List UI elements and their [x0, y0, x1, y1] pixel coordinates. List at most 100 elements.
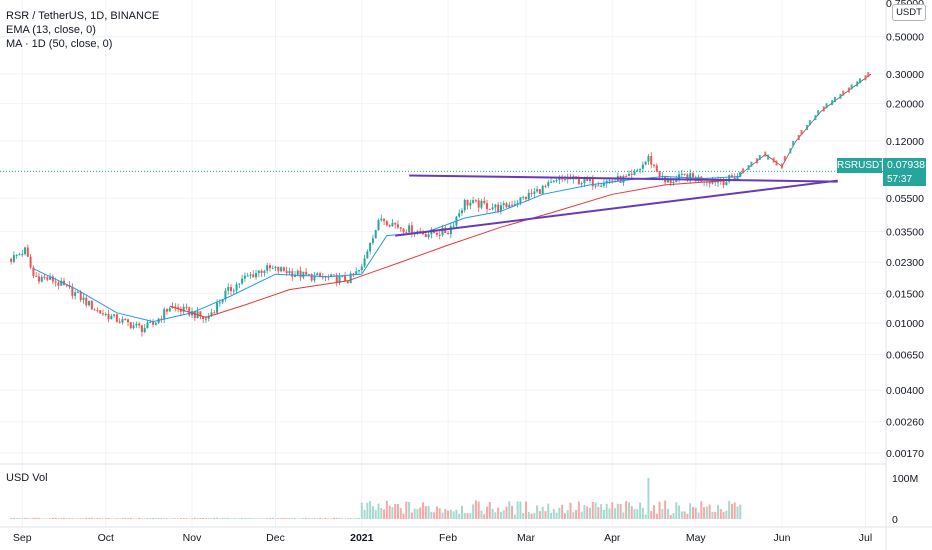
volume-bar: [591, 502, 594, 519]
volume-bar: [419, 507, 422, 519]
volume-bar: [202, 517, 205, 519]
projection-candle: [856, 81, 859, 87]
candle-body: [374, 230, 377, 239]
volume-bar: [497, 507, 500, 519]
candle-body: [444, 227, 447, 234]
volume-bar: [76, 518, 79, 519]
price-tick-label: 0.50000: [886, 32, 924, 44]
candle-body: [332, 274, 335, 276]
volume-bar: [143, 518, 146, 519]
volume-bar: [235, 518, 238, 519]
volume-bar: [639, 502, 642, 519]
price-tick-label: 0.02300: [886, 257, 924, 269]
volume-bar: [700, 501, 703, 519]
volume-bar: [494, 512, 497, 519]
projection-candle: [800, 129, 803, 136]
candle-body: [605, 180, 608, 184]
symbol-title[interactable]: RSR / TetherUS, 1D, BINANCE: [6, 10, 160, 22]
candle-body: [466, 199, 469, 206]
volume-bar: [410, 512, 413, 519]
candle-body: [530, 192, 533, 194]
volume-bar: [218, 518, 221, 519]
candle-body: [627, 173, 630, 177]
volume-pane-label[interactable]: USD Vol: [6, 472, 48, 484]
projection-candle: [831, 100, 834, 106]
volume-bar: [179, 518, 182, 519]
volume-bars: [10, 478, 742, 519]
price-tick-label: 0.05500: [886, 193, 924, 205]
projection-candle: [817, 110, 820, 116]
volume-bar: [51, 517, 54, 519]
candle-body: [224, 290, 227, 300]
volume-bar: [435, 506, 438, 519]
candle-body: [497, 204, 500, 212]
volume-bar: [199, 518, 202, 519]
candle-body: [266, 265, 269, 271]
candle-body: [60, 280, 63, 286]
candle-body: [469, 202, 472, 206]
volume-bar: [107, 518, 110, 519]
candle-body: [54, 281, 57, 283]
volume-bar: [101, 518, 104, 519]
volume-bar: [46, 518, 49, 519]
volume-bar: [547, 503, 550, 519]
projection-candle: [864, 75, 867, 81]
projection-candle: [839, 93, 842, 99]
ema-legend[interactable]: EMA (13, close, 0): [6, 24, 96, 36]
candle-body: [405, 231, 408, 233]
volume-bar: [669, 514, 672, 519]
volume-bar: [32, 517, 35, 519]
candle-body: [589, 179, 591, 182]
candle-body: [24, 247, 27, 255]
volume-bar: [458, 513, 461, 519]
candle-body: [316, 273, 319, 276]
volume-bar: [541, 506, 544, 519]
candle-body: [138, 323, 141, 326]
volume-bar: [165, 518, 168, 519]
candle-body: [394, 222, 397, 225]
candle-body: [563, 179, 566, 181]
candle-body: [110, 315, 113, 320]
candle-body: [550, 181, 553, 183]
volume-bar: [536, 505, 539, 519]
volume-bar: [149, 518, 152, 519]
projection-candle: [755, 158, 758, 164]
ma-legend[interactable]: MA · 1D (50, close, 0): [6, 38, 113, 50]
volume-bar: [135, 518, 138, 519]
candle-body: [725, 181, 728, 185]
price-tick-label: 0.00260: [886, 417, 924, 429]
candle-body: [399, 227, 402, 229]
volume-bar: [260, 518, 263, 519]
volume-bar: [71, 518, 74, 519]
candle-body: [229, 287, 232, 292]
price-tick-label: 0.12000: [886, 136, 924, 148]
volume-bar: [146, 518, 149, 519]
candle-body: [536, 189, 539, 192]
volume-bar: [594, 502, 597, 519]
volume-bar: [26, 518, 29, 519]
volume-bar: [305, 517, 308, 519]
volume-bar: [15, 518, 18, 519]
candle-body: [672, 182, 675, 184]
candle-body: [152, 322, 155, 325]
volume-bar: [40, 518, 43, 519]
volume-bar: [255, 518, 258, 519]
trendlines[interactable]: [395, 174, 838, 237]
volume-bar: [366, 502, 369, 519]
volume-bar: [346, 518, 349, 519]
volume-bar: [252, 518, 255, 519]
candle-body: [238, 283, 241, 285]
candle-body: [341, 275, 344, 277]
currency-unit-badge[interactable]: USDT: [892, 4, 926, 21]
volume-bar: [274, 518, 277, 519]
volume-bar: [221, 517, 224, 519]
candle-body: [410, 225, 413, 234]
volume-bar: [307, 518, 310, 519]
candle-body: [516, 202, 519, 204]
last-price-tag: 0.07938: [883, 158, 926, 173]
volume-bar: [538, 511, 541, 519]
candle-body: [349, 273, 352, 284]
candle-body: [241, 278, 244, 284]
candle-body: [733, 177, 736, 180]
